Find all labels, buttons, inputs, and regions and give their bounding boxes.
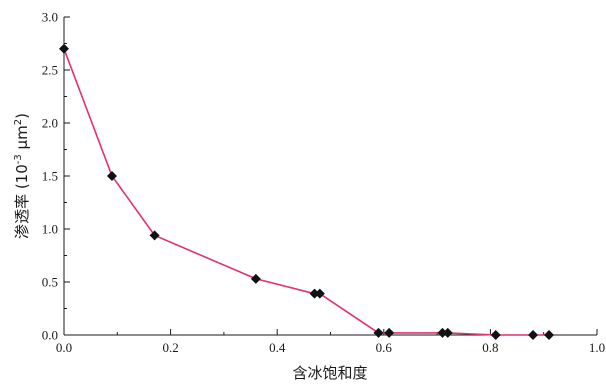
x-tick-label: 0.6	[376, 340, 393, 355]
y-axis-title: 渗透率 (10-3 μm2)	[13, 113, 31, 239]
series-line	[63, 48, 549, 336]
data-markers	[59, 43, 555, 340]
y-axis-title-sup1: -3	[13, 154, 24, 164]
y-axis-title-sup2: 2	[13, 119, 24, 125]
data-point-marker	[59, 43, 69, 54]
x-axis-title: 含冰饱和度	[292, 364, 367, 382]
y-tick-label: 1.5	[42, 169, 58, 184]
tick-labels: 0.0 0.2 0.4 0.6 0.8 1.0 0.0 0.5 1.0 1.5 2.0 2.5 3.0	[42, 10, 605, 356]
data-point-marker	[373, 327, 384, 338]
data-point-marker	[442, 327, 453, 338]
x-tick-label: 0.2	[162, 340, 178, 355]
axes	[63, 17, 597, 336]
data-point-marker	[106, 171, 117, 181]
y-axis-title-main: 渗透率 (10	[13, 164, 31, 239]
x-tick-label: 0.4	[269, 340, 286, 355]
data-point-marker	[528, 330, 539, 340]
data-point-marker	[314, 288, 325, 299]
y-axis-title-unit: μm	[13, 125, 31, 154]
tick-marks	[63, 16, 598, 336]
data-point-marker	[490, 330, 501, 340]
data-point-marker	[250, 273, 261, 284]
data-point-marker	[309, 288, 320, 299]
y-tick-label: 0.5	[42, 275, 58, 290]
y-tick-label: 0.0	[42, 328, 58, 343]
y-tick-label: 2.5	[42, 63, 58, 78]
x-tick-label: 0.8	[482, 340, 498, 355]
data-point-marker	[149, 230, 160, 241]
y-tick-label: 2.0	[42, 116, 58, 131]
data-point-marker	[437, 327, 448, 338]
y-axis-title-end: )	[13, 113, 31, 119]
x-tick-label: 1.0	[589, 340, 605, 355]
y-tick-label: 3.0	[42, 10, 58, 25]
y-tick-label: 1.0	[42, 222, 58, 237]
x-tick-label: 0.0	[56, 340, 72, 355]
data-point-marker	[544, 330, 555, 340]
data-point-marker	[384, 327, 395, 338]
